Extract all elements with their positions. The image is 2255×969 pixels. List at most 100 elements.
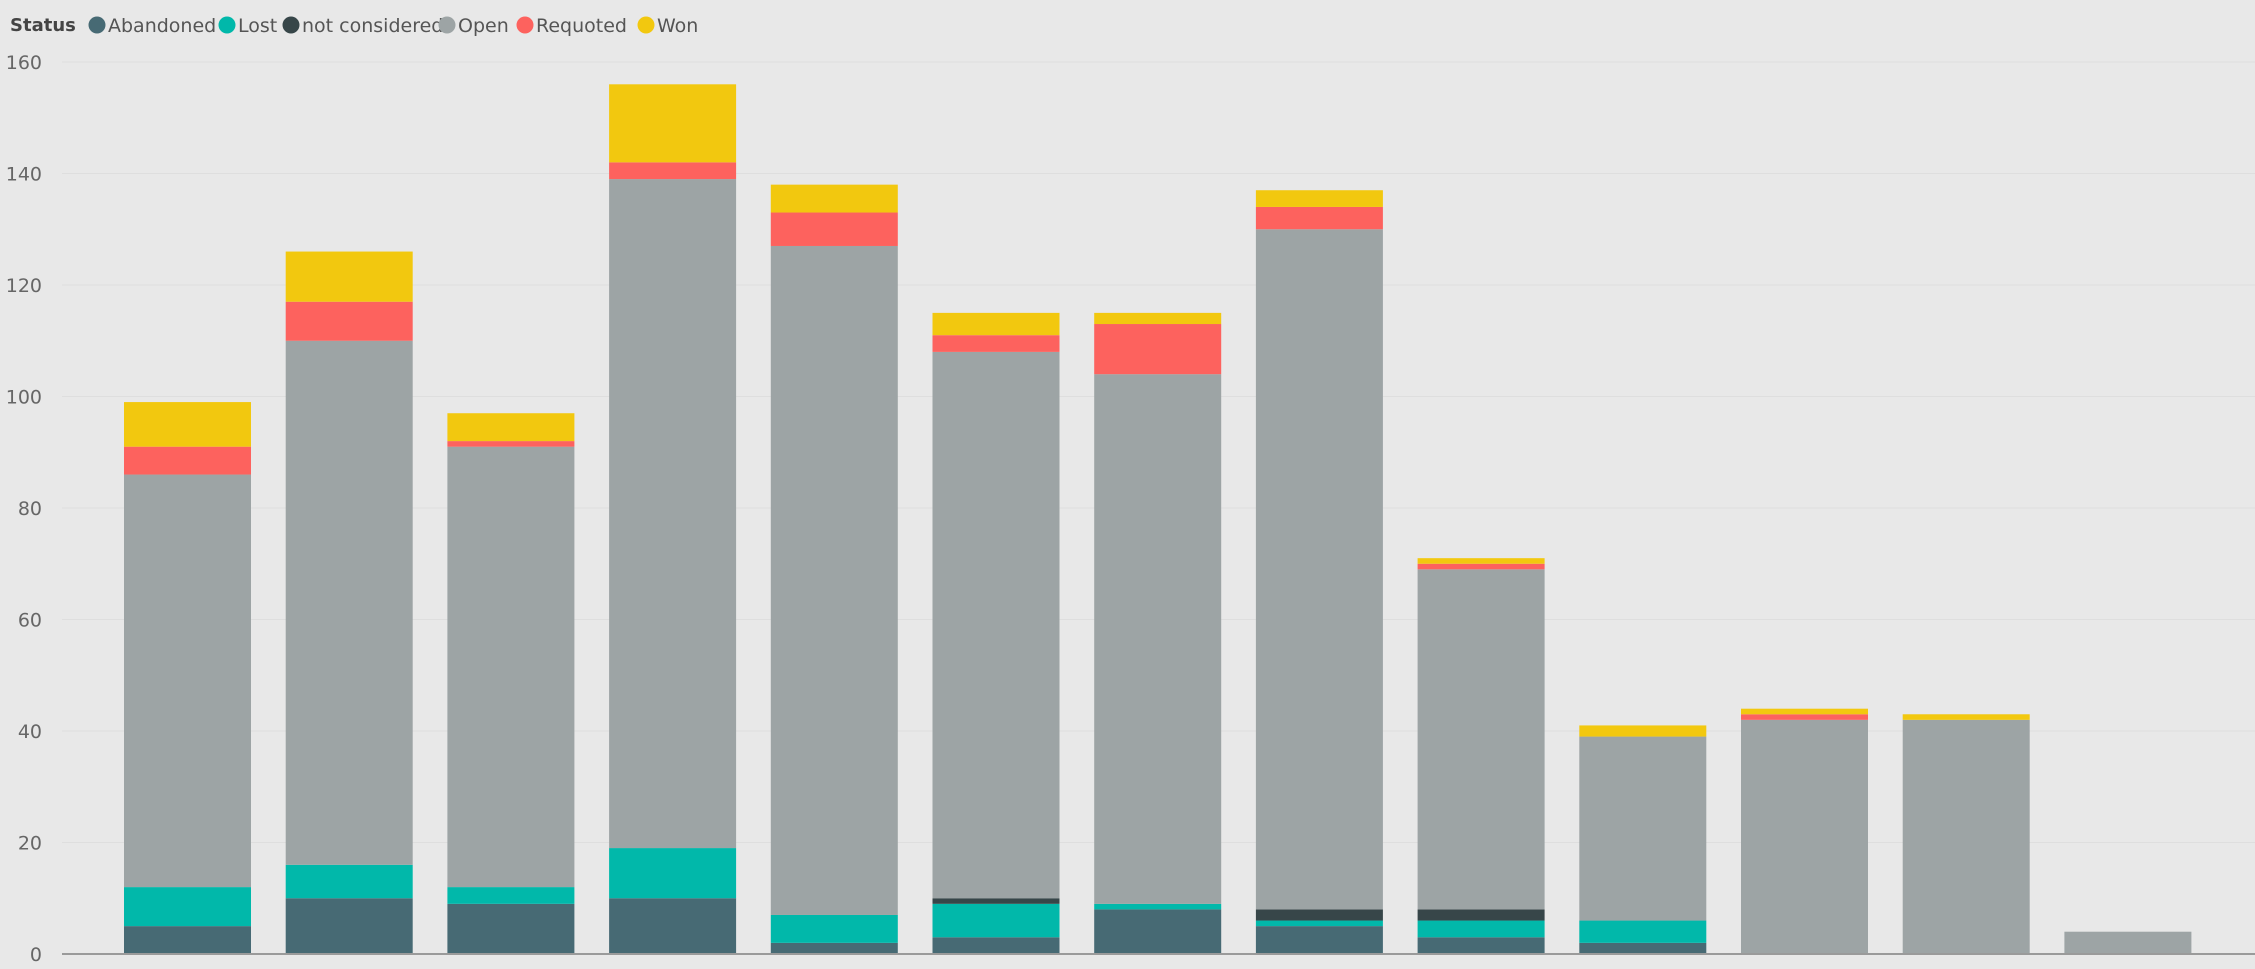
- legend-label: Abandoned: [108, 15, 216, 37]
- legend-title: Status: [10, 15, 76, 36]
- bar-segment-abandoned[interactable]: [1255, 926, 1383, 954]
- bar-segment-open[interactable]: [609, 179, 737, 849]
- bar-segment-open[interactable]: [1094, 374, 1222, 904]
- bar-segment-won[interactable]: [932, 312, 1060, 336]
- bar-segment-won[interactable]: [1417, 558, 1545, 564]
- bar-segment-not-considered[interactable]: [1255, 909, 1383, 921]
- bar-segment-abandoned[interactable]: [447, 903, 575, 954]
- bar-segment-abandoned[interactable]: [609, 898, 737, 954]
- y-tick-label: 120: [6, 275, 42, 297]
- bar-stack-2[interactable]: [285, 251, 413, 954]
- bar-stack-12[interactable]: [1902, 714, 2030, 954]
- bar-segment-lost[interactable]: [124, 887, 251, 927]
- bar-segment-abandoned[interactable]: [1579, 942, 1707, 954]
- bar-segment-lost[interactable]: [932, 903, 1060, 938]
- bar-segment-open[interactable]: [124, 474, 251, 888]
- bar-stack-9[interactable]: [1417, 558, 1545, 954]
- legend-marker-icon: [282, 16, 300, 34]
- bar-segment-abandoned[interactable]: [1417, 937, 1545, 954]
- legend-item-abandoned[interactable]: Abandoned: [88, 15, 217, 37]
- bar-segment-requoted[interactable]: [770, 212, 898, 246]
- bar-segment-not-considered[interactable]: [932, 898, 1060, 904]
- bar-segment-won[interactable]: [1741, 708, 1868, 715]
- legend-marker-icon: [637, 16, 655, 34]
- bar-stack-3[interactable]: [447, 413, 575, 954]
- legend-item-not-considered[interactable]: not considered: [282, 15, 444, 37]
- bar-stack-6[interactable]: [932, 312, 1060, 954]
- bar-segment-requoted[interactable]: [124, 446, 251, 475]
- y-tick-label: 0: [30, 944, 42, 966]
- bar-segment-lost[interactable]: [609, 848, 737, 899]
- bar-segment-open[interactable]: [285, 340, 413, 865]
- legend-marker-icon: [88, 16, 106, 34]
- bar-segment-lost[interactable]: [285, 864, 413, 899]
- bar-stack-5[interactable]: [770, 184, 898, 954]
- bar-segment-requoted[interactable]: [1417, 563, 1545, 570]
- bar-stack-13[interactable]: [2064, 931, 2192, 954]
- bar-segment-requoted[interactable]: [609, 162, 737, 180]
- bar-stack-11[interactable]: [1741, 708, 1868, 954]
- bar-segment-open[interactable]: [1255, 229, 1383, 910]
- legend-item-requoted[interactable]: Requoted: [516, 15, 627, 37]
- bar-segment-lost[interactable]: [447, 887, 575, 904]
- bar-segment-open[interactable]: [1579, 736, 1707, 921]
- legend-item-lost[interactable]: Lost: [218, 15, 278, 37]
- bar-segment-won[interactable]: [1902, 714, 2030, 720]
- bar-segment-abandoned[interactable]: [932, 937, 1060, 954]
- legend-label: Open: [458, 15, 509, 37]
- bar-segment-open[interactable]: [1902, 719, 2030, 954]
- bar-stack-8[interactable]: [1255, 190, 1383, 954]
- bar-segment-requoted[interactable]: [285, 301, 413, 341]
- legend-item-won[interactable]: Won: [637, 15, 699, 37]
- bar-segment-lost[interactable]: [1255, 920, 1383, 927]
- bar-segment-won[interactable]: [1094, 312, 1222, 325]
- bar-segment-abandoned[interactable]: [124, 926, 251, 954]
- bar-segment-open[interactable]: [1417, 569, 1545, 910]
- bar-segment-not-considered[interactable]: [1417, 909, 1545, 921]
- bar-stack-10[interactable]: [1579, 725, 1707, 954]
- bar-segment-lost[interactable]: [1094, 903, 1222, 910]
- y-tick-label: 60: [18, 610, 42, 632]
- legend-label: Won: [657, 15, 698, 37]
- legend-label: Lost: [238, 15, 277, 37]
- bar-stack-1[interactable]: [124, 402, 251, 954]
- bar-segment-won[interactable]: [1255, 190, 1383, 207]
- bar-segment-won[interactable]: [609, 84, 737, 163]
- bar-stack-7[interactable]: [1094, 312, 1222, 954]
- y-tick-label: 20: [18, 833, 42, 855]
- bar-segment-open[interactable]: [447, 446, 575, 888]
- bar-segment-lost[interactable]: [770, 914, 898, 943]
- bar-segment-lost[interactable]: [1579, 920, 1707, 943]
- bar-segment-requoted[interactable]: [1094, 324, 1222, 375]
- bar-segment-open[interactable]: [1741, 719, 1868, 954]
- y-tick-label: 40: [18, 721, 42, 743]
- bar-segment-won[interactable]: [285, 251, 413, 302]
- y-axis-ticks: 0 20 40 60 80 100 120 140 160: [6, 52, 42, 966]
- bar-segment-abandoned[interactable]: [285, 898, 413, 954]
- bar-segment-won[interactable]: [447, 413, 575, 442]
- bar-segment-requoted[interactable]: [1255, 206, 1383, 230]
- legend-label: Requoted: [536, 15, 627, 37]
- bars: [124, 84, 2192, 954]
- bar-segment-won[interactable]: [124, 402, 251, 447]
- bar-segment-requoted[interactable]: [1741, 714, 1868, 720]
- legend-item-open[interactable]: Open: [438, 15, 509, 37]
- y-tick-label: 100: [6, 387, 42, 409]
- bar-stack-4[interactable]: [609, 84, 737, 954]
- bar-segment-open[interactable]: [770, 245, 898, 915]
- bar-segment-open[interactable]: [932, 351, 1060, 899]
- legend-label: not considered: [302, 15, 443, 37]
- bar-segment-requoted[interactable]: [932, 335, 1060, 352]
- bar-segment-lost[interactable]: [1417, 920, 1545, 938]
- legend[interactable]: Status Abandoned Lost not considered Open Re…: [10, 15, 698, 37]
- bar-segment-abandoned[interactable]: [1094, 909, 1222, 954]
- bar-segment-won[interactable]: [770, 184, 898, 213]
- bar-segment-open[interactable]: [2064, 931, 2192, 954]
- y-tick-label: 160: [6, 52, 42, 74]
- y-tick-label: 140: [6, 164, 42, 186]
- bar-segment-abandoned[interactable]: [770, 942, 898, 954]
- bar-segment-requoted[interactable]: [447, 441, 575, 447]
- bar-segment-won[interactable]: [1579, 725, 1707, 737]
